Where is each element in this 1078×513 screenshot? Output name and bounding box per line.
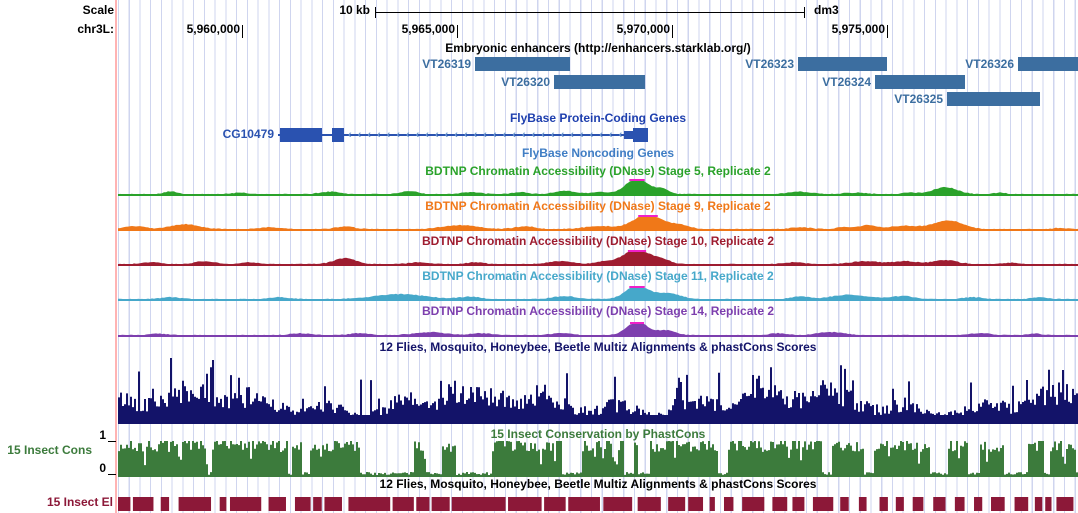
gene-exon[interactable]: [633, 128, 648, 142]
ruler-coordinate: 5,960,000: [186, 22, 240, 36]
ruler-tick-mark: [242, 25, 243, 38]
enhancer-box[interactable]: [798, 57, 887, 71]
cons-axis-max-label: 1: [99, 428, 106, 442]
track-title-protein-coding-genes[interactable]: FlyBase Protein-Coding Genes: [509, 111, 687, 125]
scale-row-label: Scale: [82, 3, 114, 17]
dnase-stage14-signal[interactable]: [118, 322, 1078, 336]
scale-bar: [375, 7, 805, 18]
elements-track-left-label[interactable]: 15 Insect El: [46, 495, 113, 509]
dnase-stage10-signal[interactable]: [118, 250, 1078, 265]
track-title-embryonic-enhancers[interactable]: Embryonic enhancers (http://enhancers.st…: [445, 41, 751, 55]
scale-bar-value: 10 kb: [339, 3, 370, 17]
left-edge-marker: [115, 0, 117, 513]
enhancer-label[interactable]: VT26325: [894, 92, 943, 106]
track-title-dnase-stage10[interactable]: BDTNP Chromatin Accessibility (DNase) St…: [421, 234, 775, 248]
enhancer-label[interactable]: VT26319: [422, 57, 471, 71]
track-title-multiz-alignments[interactable]: 12 Flies, Mosquito, Honeybee, Beetle Mul…: [379, 340, 817, 354]
dnase-stage11-signal[interactable]: [118, 286, 1078, 300]
track-title-noncoding-genes[interactable]: FlyBase Noncoding Genes: [521, 146, 675, 160]
cons-axis-max-tick: [108, 441, 116, 442]
track-title-dnase-stage14[interactable]: BDTNP Chromatin Accessibility (DNase) St…: [421, 304, 775, 318]
dnase-stage5-signal[interactable]: [118, 179, 1078, 195]
ruler-coordinate: 5,970,000: [616, 22, 670, 36]
enhancer-label[interactable]: VT26324: [822, 75, 871, 89]
dnase-stage9-signal[interactable]: [118, 215, 1078, 230]
ruler-coordinate: 5,965,000: [401, 22, 455, 36]
ruler-coordinate: 5,975,000: [831, 22, 885, 36]
enhancer-label[interactable]: VT26323: [745, 57, 794, 71]
scale-bar-right-tick: [804, 7, 805, 18]
enhancer-label[interactable]: VT26326: [965, 57, 1014, 71]
gene-exon[interactable]: [624, 131, 634, 139]
ruler-tick-mark: [887, 25, 888, 38]
track-title-dnase-stage9[interactable]: BDTNP Chromatin Accessibility (DNase) St…: [425, 199, 771, 213]
multiz-alignment-signal[interactable]: [118, 358, 1078, 424]
assembly-label: dm3: [814, 3, 839, 17]
strand-direction-chevrons: ‹‹‹‹‹‹‹‹‹‹‹‹‹‹‹‹‹‹‹‹‹‹‹‹‹‹‹‹‹‹‹‹‹‹‹‹‹‹‹‹: [348, 129, 622, 141]
track-title-dnase-stage5[interactable]: BDTNP Chromatin Accessibility (DNase) St…: [425, 164, 771, 178]
track-title-multiz-alignments-2[interactable]: 12 Flies, Mosquito, Honeybee, Beetle Mul…: [379, 477, 817, 491]
insect-conservation-signal[interactable]: [118, 441, 1078, 477]
ruler-tick-mark: [672, 25, 673, 38]
gene-exon[interactable]: [280, 128, 322, 142]
gene-intron-line[interactable]: [278, 134, 648, 136]
enhancer-box[interactable]: [875, 75, 965, 89]
gene-label[interactable]: CG10479: [222, 127, 274, 141]
ruler-tick-mark: [457, 25, 458, 38]
cons-axis-min-tick: [108, 474, 116, 475]
gene-exon[interactable]: [332, 128, 344, 142]
enhancer-label[interactable]: VT26320: [501, 75, 550, 89]
cons-axis-min-label: 0: [99, 461, 106, 475]
enhancer-box[interactable]: [1018, 57, 1078, 71]
chromosome-label: chr3L:: [77, 22, 114, 36]
track-title-dnase-stage11[interactable]: BDTNP Chromatin Accessibility (DNase) St…: [422, 269, 774, 283]
track-title-insect-conservation[interactable]: 15 Insect Conservation by PhastCons: [490, 427, 706, 441]
cons-track-left-label[interactable]: 15 Insect Cons: [7, 443, 92, 457]
enhancer-box[interactable]: [475, 57, 570, 71]
insect-elements-blocks[interactable]: [118, 497, 1074, 511]
enhancer-box[interactable]: [554, 75, 645, 89]
scale-bar-left-tick: [375, 7, 376, 18]
enhancer-box[interactable]: [947, 92, 1040, 106]
